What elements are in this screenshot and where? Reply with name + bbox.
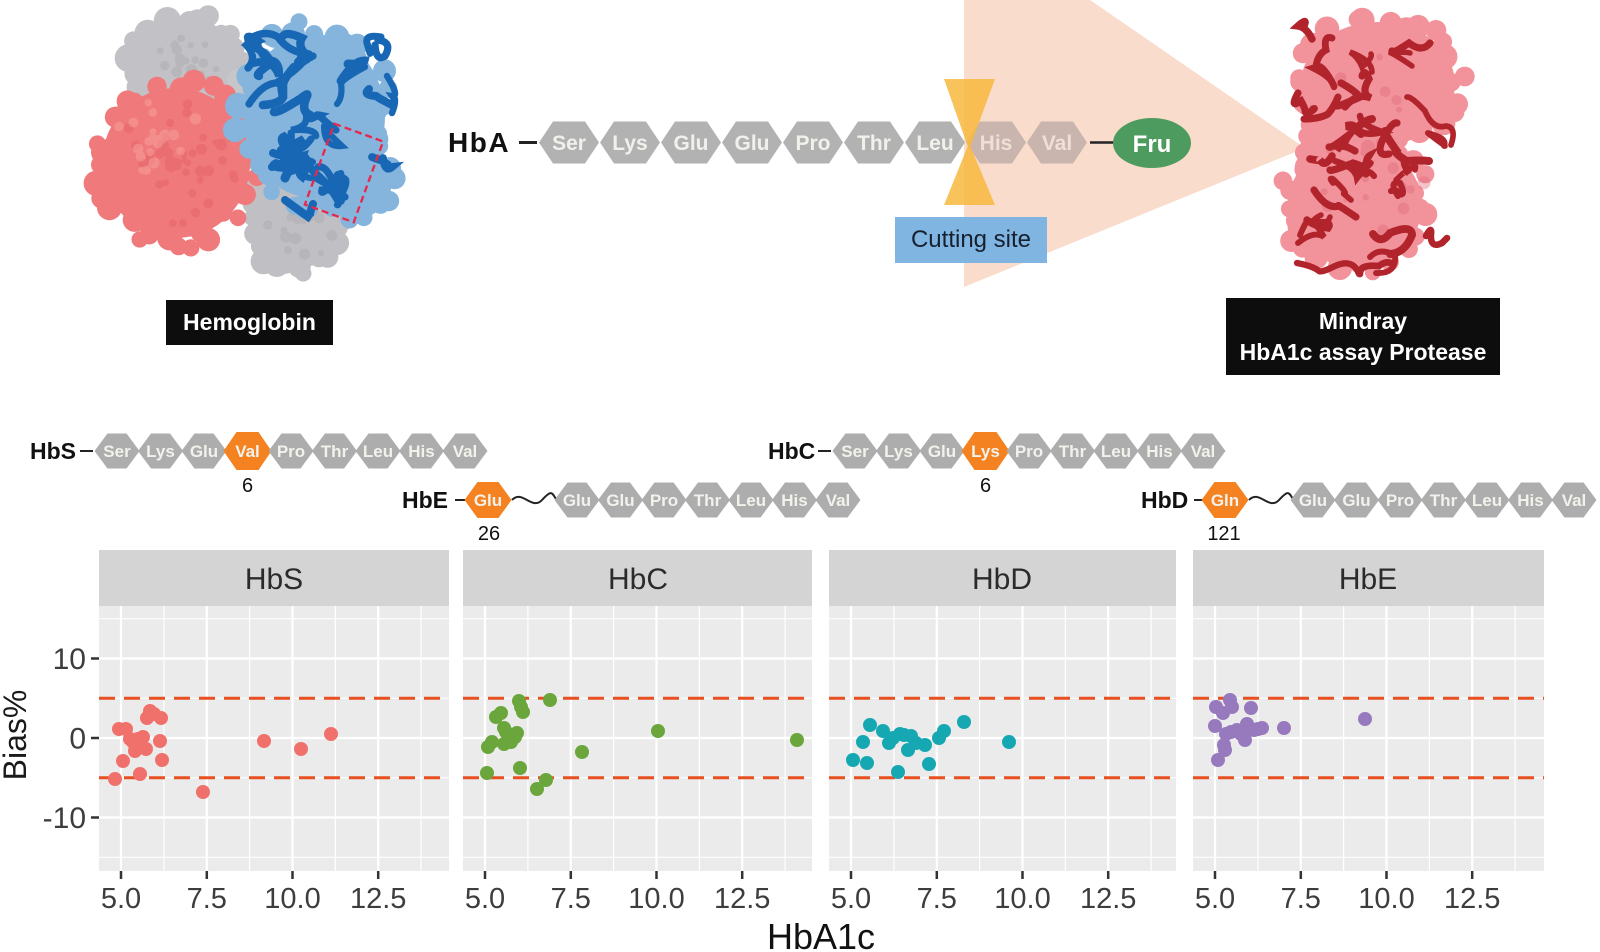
svg-text:7.5: 7.5: [551, 883, 591, 915]
svg-text:7.5: 7.5: [1281, 883, 1321, 915]
svg-text:6: 6: [980, 475, 991, 497]
svg-text:10: 10: [53, 643, 86, 676]
svg-text:HbE: HbE: [402, 487, 448, 513]
svg-text:Glu: Glu: [735, 132, 770, 155]
svg-text:7.5: 7.5: [187, 883, 227, 915]
svg-text:His: His: [781, 491, 807, 510]
svg-text:10.0: 10.0: [994, 883, 1050, 915]
svg-text:Glu: Glu: [606, 491, 634, 510]
svg-text:Val: Val: [826, 491, 851, 510]
svg-text:Val: Val: [1042, 132, 1072, 155]
svg-text:Lys: Lys: [971, 442, 1000, 461]
svg-text:HbS: HbS: [245, 563, 303, 596]
svg-text:12.5: 12.5: [350, 883, 406, 915]
svg-text:12.5: 12.5: [714, 883, 770, 915]
svg-text:Thr: Thr: [857, 132, 891, 155]
svg-text:His: His: [980, 132, 1013, 155]
svg-text:Leu: Leu: [363, 442, 393, 461]
svg-text:Ser: Ser: [552, 132, 586, 155]
svg-text:5.0: 5.0: [831, 883, 871, 915]
svg-text:Fru: Fru: [1133, 131, 1172, 158]
svg-text:Glu: Glu: [474, 491, 502, 510]
svg-text:HbC: HbC: [768, 438, 815, 464]
svg-text:Val: Val: [1191, 442, 1216, 461]
svg-text:Val: Val: [235, 442, 260, 461]
svg-text:Bias%: Bias%: [0, 690, 33, 781]
svg-text:Glu: Glu: [563, 491, 591, 510]
svg-text:Gln: Gln: [1211, 491, 1239, 510]
svg-text:His: His: [408, 442, 434, 461]
svg-text:His: His: [1517, 491, 1543, 510]
svg-text:HbD: HbD: [972, 563, 1032, 596]
svg-text:Glu: Glu: [928, 442, 956, 461]
svg-text:-10: -10: [43, 802, 86, 835]
svg-text:5.0: 5.0: [1195, 883, 1235, 915]
svg-text:121: 121: [1207, 523, 1240, 545]
svg-text:Leu: Leu: [1101, 442, 1131, 461]
svg-text:HbD: HbD: [1141, 487, 1188, 513]
svg-text:Glu: Glu: [1299, 491, 1327, 510]
svg-text:Leu: Leu: [1472, 491, 1502, 510]
svg-text:HbA: HbA: [448, 127, 510, 158]
svg-text:10.0: 10.0: [1358, 883, 1414, 915]
svg-text:Pro: Pro: [1015, 442, 1043, 461]
svg-text:Pro: Pro: [795, 132, 830, 155]
svg-text:Pro: Pro: [1386, 491, 1414, 510]
svg-text:Glu: Glu: [674, 132, 709, 155]
svg-text:Ser: Ser: [103, 442, 131, 461]
svg-text:5.0: 5.0: [465, 883, 505, 915]
svg-text:Thr: Thr: [1059, 442, 1087, 461]
svg-text:HbC: HbC: [608, 563, 668, 596]
svg-text:HbE: HbE: [1339, 563, 1397, 596]
svg-text:Lys: Lys: [146, 442, 175, 461]
svg-text:Val: Val: [1562, 491, 1587, 510]
svg-text:0: 0: [69, 723, 86, 756]
svg-text:Leu: Leu: [916, 132, 953, 155]
svg-text:10.0: 10.0: [628, 883, 684, 915]
svg-text:Thr: Thr: [1430, 491, 1458, 510]
svg-text:12.5: 12.5: [1444, 883, 1500, 915]
svg-text:6: 6: [242, 475, 253, 497]
svg-text:Ser: Ser: [841, 442, 869, 461]
svg-text:Leu: Leu: [736, 491, 766, 510]
svg-text:Pro: Pro: [277, 442, 305, 461]
svg-text:Glu: Glu: [190, 442, 218, 461]
svg-text:HbS: HbS: [30, 438, 76, 464]
svg-text:5.0: 5.0: [101, 883, 141, 915]
svg-text:Lys: Lys: [884, 442, 913, 461]
svg-text:12.5: 12.5: [1080, 883, 1136, 915]
svg-text:Pro: Pro: [650, 491, 678, 510]
svg-text:10.0: 10.0: [264, 883, 320, 915]
svg-text:Thr: Thr: [694, 491, 722, 510]
svg-text:Val: Val: [453, 442, 478, 461]
svg-text:26: 26: [478, 523, 500, 545]
svg-text:Thr: Thr: [321, 442, 349, 461]
svg-text:Glu: Glu: [1342, 491, 1370, 510]
svg-text:7.5: 7.5: [917, 883, 957, 915]
svg-text:HbA1c: HbA1c: [767, 916, 875, 952]
svg-text:His: His: [1146, 442, 1172, 461]
svg-text:Lys: Lys: [612, 132, 647, 155]
